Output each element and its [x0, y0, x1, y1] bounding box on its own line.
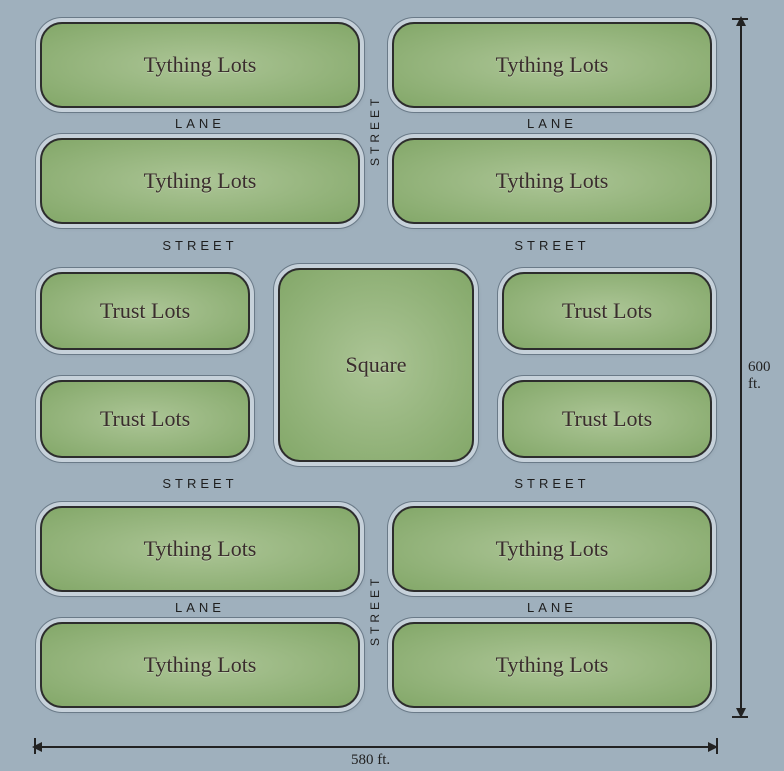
- dimension-tick: [716, 738, 718, 754]
- lot-label: Square: [345, 352, 406, 378]
- lot-tything-top-right-2: Tything Lots: [392, 138, 712, 224]
- lot-tything-top-left-2: Tything Lots: [40, 138, 360, 224]
- lane-label: Lane: [392, 116, 712, 131]
- lot-label: Trust Lots: [100, 298, 190, 324]
- lot-tything-bottom-left-2: Tything Lots: [40, 622, 360, 708]
- street-label-vertical: street: [368, 560, 382, 660]
- lot-label: Tything Lots: [496, 652, 609, 678]
- lane-label: Lane: [392, 600, 712, 615]
- lot-label: Tything Lots: [496, 52, 609, 78]
- street-label: street: [40, 476, 360, 491]
- lot-trust-right-1: Trust Lots: [502, 272, 712, 350]
- lot-trust-left-1: Trust Lots: [40, 272, 250, 350]
- dimension-height-label: 600 ft.: [748, 359, 784, 393]
- ward-plan-diagram: Tything Lots Tything Lots Tything Lots T…: [0, 0, 784, 771]
- street-label: street: [392, 238, 712, 253]
- street-label: street: [392, 476, 712, 491]
- lot-trust-left-2: Trust Lots: [40, 380, 250, 458]
- lot-label: Trust Lots: [562, 406, 652, 432]
- dimension-tick: [34, 738, 36, 754]
- lot-tything-bottom-right-2: Tything Lots: [392, 622, 712, 708]
- dimension-tick: [732, 716, 748, 718]
- lot-label: Tything Lots: [144, 52, 257, 78]
- lot-tything-top-right-1: Tything Lots: [392, 22, 712, 108]
- lot-label: Trust Lots: [562, 298, 652, 324]
- street-label-vertical: street: [368, 80, 382, 180]
- lot-label: Tything Lots: [144, 168, 257, 194]
- lot-tything-top-left-1: Tything Lots: [40, 22, 360, 108]
- lot-tything-bottom-left-1: Tything Lots: [40, 506, 360, 592]
- lot-label: Tything Lots: [496, 168, 609, 194]
- lot-label: Trust Lots: [100, 406, 190, 432]
- dimension-line-bottom: [34, 746, 716, 748]
- dimension-tick: [732, 18, 748, 20]
- dimension-line-right: [740, 18, 742, 716]
- lot-label: Tything Lots: [144, 536, 257, 562]
- lot-square: Square: [278, 268, 474, 462]
- lane-label: Lane: [40, 116, 360, 131]
- lot-trust-right-2: Trust Lots: [502, 380, 712, 458]
- street-label: street: [40, 238, 360, 253]
- lot-label: Tything Lots: [496, 536, 609, 562]
- lot-label: Tything Lots: [144, 652, 257, 678]
- dimension-width-label: 580 ft.: [351, 752, 390, 769]
- lot-tything-bottom-right-1: Tything Lots: [392, 506, 712, 592]
- lane-label: Lane: [40, 600, 360, 615]
